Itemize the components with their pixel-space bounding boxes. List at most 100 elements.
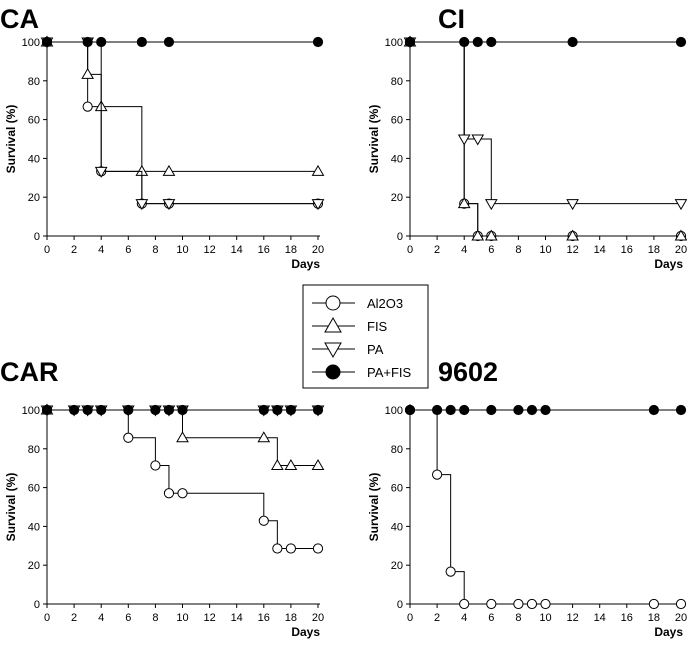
x-tick-label: 16 — [621, 244, 633, 256]
x-tick-label: 6 — [125, 244, 131, 256]
x-axis-label: Days — [654, 625, 683, 639]
legend-label: PA+FIS — [367, 365, 412, 380]
data-point-pa-fis — [82, 404, 93, 416]
data-point-fis — [284, 458, 298, 470]
x-axis-label: Days — [291, 625, 320, 639]
y-tick-label: 20 — [28, 192, 40, 204]
data-point-al2o3 — [513, 598, 524, 610]
data-point-pa — [311, 199, 325, 211]
data-point-fis — [162, 164, 176, 176]
data-point-pa-fis — [486, 404, 497, 416]
series-line-al2o3 — [410, 41, 681, 237]
x-tick-label: 0 — [44, 612, 50, 624]
x-axis-label: Days — [291, 257, 320, 271]
y-axis-label: Survival (%) — [367, 105, 381, 174]
y-tick-label: 40 — [391, 153, 403, 165]
x-axis-label: Days — [654, 257, 683, 271]
x-tick-label: 16 — [621, 612, 633, 624]
x-tick-label: 4 — [461, 612, 467, 624]
y-tick-label: 0 — [34, 599, 40, 611]
panel-title: 9602 — [438, 357, 498, 387]
data-point-pa-fis — [123, 404, 134, 416]
data-point-pa-fis — [404, 36, 416, 48]
y-tick-label: 40 — [28, 521, 40, 533]
data-point-pa-fis — [163, 404, 175, 416]
legend-entry-pa-fis: PA+FIS — [312, 364, 412, 380]
x-tick-label: 6 — [125, 612, 131, 624]
y-tick-label: 80 — [391, 444, 403, 456]
x-tick-label: 18 — [285, 612, 297, 624]
data-point-fis — [471, 229, 485, 241]
y-tick-label: 80 — [28, 76, 40, 88]
data-point-pa-fis — [163, 36, 175, 48]
y-axis-label: Survival (%) — [4, 473, 18, 542]
y-tick-label: 0 — [397, 599, 403, 611]
data-point-pa-fis — [486, 36, 497, 48]
y-tick-label: 100 — [385, 37, 403, 49]
data-point-fis — [311, 164, 325, 176]
series-pa-fis — [404, 36, 687, 48]
data-point-al2o3 — [123, 432, 134, 443]
panel-title: CI — [438, 4, 465, 34]
data-point-fis — [484, 229, 498, 241]
x-tick-label: 12 — [203, 244, 215, 256]
data-point-fis — [257, 431, 271, 443]
series-line-pa — [410, 41, 681, 205]
legend-label: FIS — [367, 319, 388, 334]
y-tick-label: 60 — [391, 115, 403, 127]
x-tick-label: 0 — [44, 244, 50, 256]
data-point-pa — [471, 134, 485, 146]
y-axis-label: Survival (%) — [367, 473, 381, 542]
data-point-pa-fis — [472, 36, 483, 48]
data-point-pa — [162, 199, 176, 211]
x-tick-label: 4 — [98, 244, 104, 256]
legend-marker-pa-fis — [325, 364, 341, 380]
y-tick-label: 60 — [28, 483, 40, 495]
legend-label: Al2O3 — [367, 296, 403, 311]
data-point-pa-fis — [567, 36, 578, 48]
x-tick-label: 14 — [231, 244, 243, 256]
y-tick-label: 40 — [28, 153, 40, 165]
data-point-pa-fis — [459, 36, 470, 48]
data-point-pa-fis — [445, 404, 456, 416]
data-point-al2o3 — [445, 566, 456, 577]
data-point-pa-fis — [150, 404, 161, 416]
data-point-fis — [176, 431, 189, 443]
y-tick-label: 20 — [391, 560, 403, 572]
data-point-fis — [270, 458, 284, 470]
data-point-pa — [484, 199, 498, 211]
data-point-al2o3 — [312, 543, 324, 554]
data-point-pa-fis — [675, 36, 687, 48]
series-al2o3 — [404, 36, 687, 242]
y-tick-label: 100 — [22, 37, 40, 49]
legend-entry-pa: PA — [312, 342, 384, 359]
data-point-al2o3 — [675, 598, 687, 610]
data-point-pa-fis — [82, 36, 93, 48]
y-tick-label: 80 — [28, 444, 40, 456]
y-axis-label: Survival (%) — [4, 105, 18, 174]
data-point-pa-fis — [96, 36, 107, 48]
x-tick-label: 6 — [488, 612, 494, 624]
x-tick-label: 2 — [434, 612, 440, 624]
data-point-fis — [457, 197, 471, 209]
x-tick-label: 8 — [152, 244, 158, 256]
x-tick-label: 18 — [285, 244, 297, 256]
data-point-pa-fis — [136, 36, 147, 48]
x-tick-label: 16 — [258, 244, 270, 256]
data-point-pa-fis — [258, 404, 269, 416]
x-tick-label: 6 — [488, 244, 494, 256]
y-tick-label: 0 — [397, 231, 403, 243]
data-point-fis — [674, 229, 687, 241]
series-pa — [40, 37, 325, 211]
data-point-pa-fis — [526, 404, 538, 416]
y-tick-label: 100 — [22, 405, 40, 417]
x-tick-label: 8 — [515, 244, 521, 256]
data-point-al2o3 — [526, 598, 538, 610]
legend-label: PA — [367, 342, 384, 357]
y-tick-label: 60 — [391, 483, 403, 495]
x-tick-label: 8 — [515, 612, 521, 624]
data-point-pa — [457, 134, 471, 146]
x-tick-label: 2 — [71, 244, 77, 256]
data-point-pa-fis — [432, 404, 443, 416]
